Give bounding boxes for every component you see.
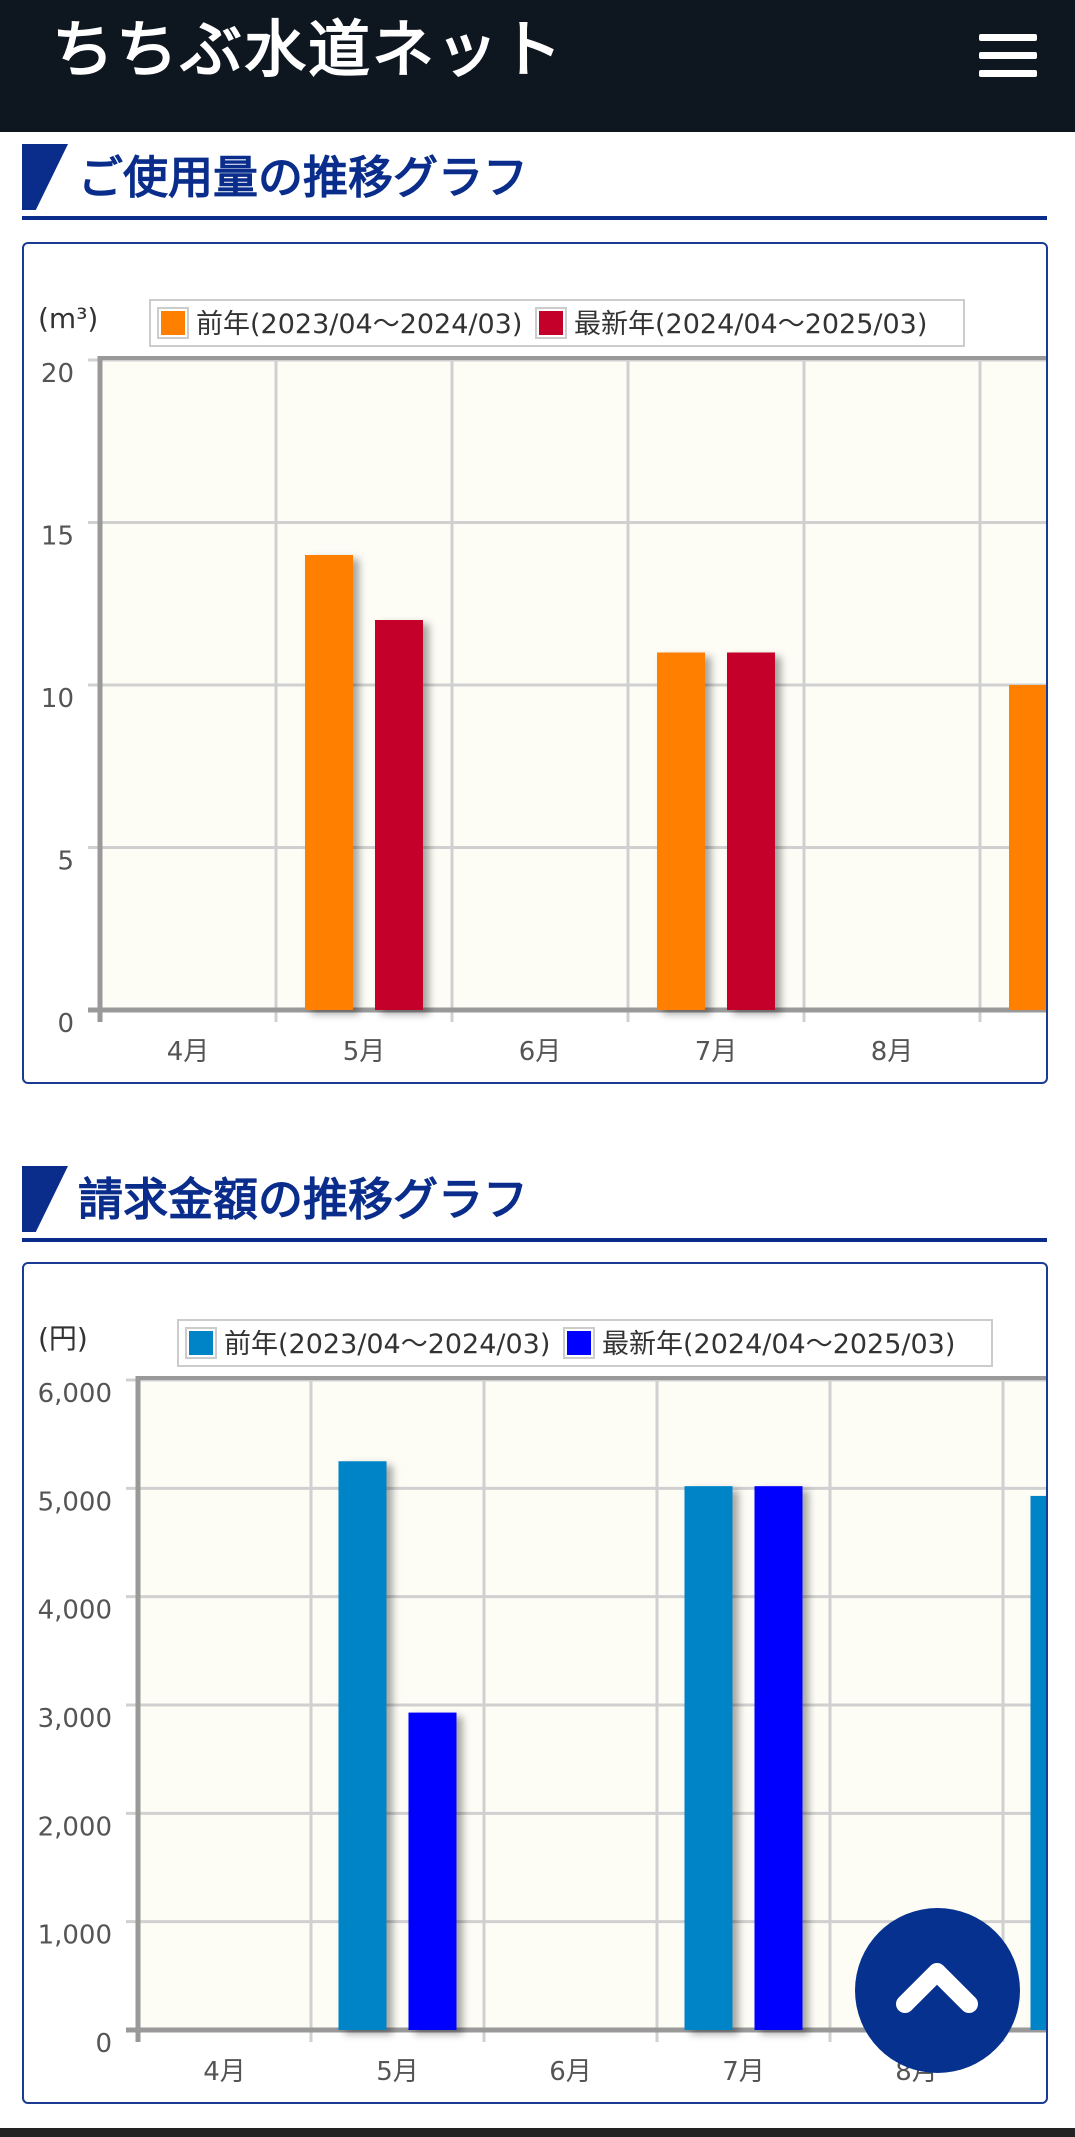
billing-section-title: 請求金額の推移グラフ <box>78 1173 529 1226</box>
scroll-to-top-button[interactable] <box>855 1908 1020 2073</box>
usage-chart: 0 5 10 15 20 4月 5月 6月 7月 8月 (m³) 前年(2023/04～2024/03… <box>38 299 1046 1067</box>
bar-latest-year <box>754 1486 803 2030</box>
x-tick-label: 7月 <box>695 1037 738 1067</box>
chart-legend: 前年(2023/04～2024/03) 最新年(2024/04～2025/03) <box>177 1319 993 1367</box>
x-tick-label: 6月 <box>519 1037 562 1067</box>
x-tick-label: 4月 <box>203 2057 246 2087</box>
y-tick-label: 0 <box>95 2029 112 2059</box>
app-header: ちちぶ水道ネット <box>0 0 1075 132</box>
bar-previous-year <box>684 1486 733 2030</box>
bar-previous-year-partial <box>1009 685 1046 1010</box>
legend-label: 最新年(2024/04～2025/03) <box>602 1329 955 1360</box>
hamburger-menu-icon[interactable] <box>975 34 1039 78</box>
legend-swatch <box>161 311 185 335</box>
chevron-up-icon <box>896 1963 978 2013</box>
legend-swatch <box>539 311 563 335</box>
chart-legend: 前年(2023/04～2024/03) 最新年(2024/04～2025/03) <box>149 299 965 347</box>
bar-latest-year <box>375 620 423 1010</box>
bar-previous-year <box>338 1461 387 2030</box>
y-tick-label: 4,000 <box>38 1596 112 1626</box>
usage-section-heading: ご使用量の推移グラフ <box>22 144 1047 220</box>
x-tick-label: 8月 <box>871 1037 914 1067</box>
bar-latest-year <box>727 652 775 1010</box>
usage-chart-panel: 0 5 10 15 20 4月 5月 6月 7月 8月 (m³) 前年(2023/04～2024/03… <box>22 242 1048 1084</box>
y-tick-label: 5 <box>57 847 74 877</box>
y-tick-label: 5,000 <box>38 1487 112 1517</box>
y-tick-label: 1,000 <box>38 1921 112 1951</box>
bar-previous-year-partial <box>1030 1495 1046 2030</box>
y-unit-label: (円) <box>38 1322 88 1355</box>
legend-label: 前年(2023/04～2024/03) <box>196 309 522 340</box>
site-title[interactable]: ちちぶ水道ネット <box>52 13 565 86</box>
heading-flag-icon <box>22 144 68 210</box>
x-tick-label: 5月 <box>343 1037 386 1067</box>
y-tick-label: 0 <box>57 1009 74 1039</box>
x-tick-label: 6月 <box>549 2057 592 2087</box>
y-tick-label: 10 <box>41 684 74 714</box>
usage-section-title: ご使用量の推移グラフ <box>78 151 529 204</box>
bar-latest-year <box>408 1712 457 2030</box>
legend-label: 最新年(2024/04～2025/03) <box>574 309 927 340</box>
x-tick-label: 7月 <box>722 2057 765 2087</box>
heading-flag-icon <box>22 1166 68 1232</box>
billing-section-heading: 請求金額の推移グラフ <box>22 1166 1047 1242</box>
y-tick-label: 2,000 <box>38 1812 112 1842</box>
x-tick-label: 4月 <box>167 1037 210 1067</box>
bar-previous-year <box>657 652 705 1010</box>
bar-previous-year <box>305 555 353 1010</box>
x-tick-label: 5月 <box>376 2057 419 2087</box>
legend-swatch <box>189 1331 213 1355</box>
y-unit-label: (m³) <box>38 302 98 335</box>
billing-chart-panel: 0 1,000 2,000 3,000 4,000 5,000 6,000 4月 5月 6月 7月 8… <box>22 1262 1048 2104</box>
y-tick-label: 3,000 <box>38 1704 112 1734</box>
legend-swatch <box>567 1331 591 1355</box>
y-tick-label: 20 <box>41 359 74 389</box>
y-tick-label: 6,000 <box>38 1379 112 1409</box>
y-tick-label: 15 <box>41 522 74 552</box>
legend-label: 前年(2023/04～2024/03) <box>224 1329 550 1360</box>
bottom-edge <box>0 2128 1075 2137</box>
